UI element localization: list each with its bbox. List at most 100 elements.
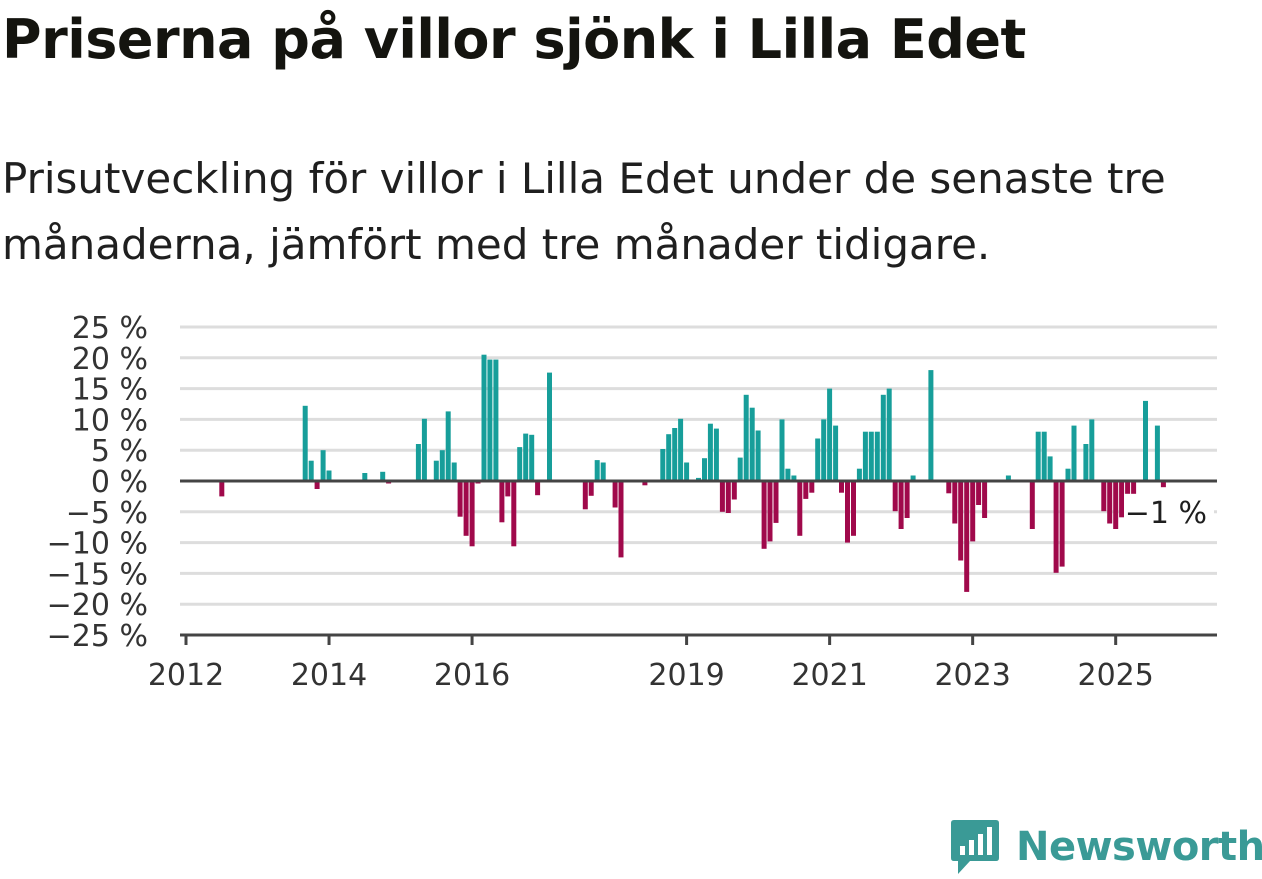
bar: [964, 481, 970, 592]
bar: [326, 470, 332, 481]
y-tick-label: 10 %: [72, 403, 148, 438]
bar: [481, 354, 487, 481]
bar: [314, 481, 320, 489]
bar: [827, 388, 833, 481]
bar: [487, 359, 493, 481]
x-tick-label: 2012: [148, 658, 224, 693]
bar: [719, 481, 725, 512]
y-tick-label: −20 %: [47, 588, 148, 623]
y-tick-label: 5 %: [91, 434, 148, 469]
bar: [856, 468, 862, 481]
bar: [713, 428, 719, 481]
bar: [320, 450, 326, 481]
bar: [809, 481, 815, 493]
bar: [588, 481, 594, 496]
bar: [666, 434, 672, 481]
bar: [958, 481, 964, 561]
y-tick-label: −10 %: [47, 527, 148, 562]
x-tick-label: 2019: [648, 658, 724, 693]
bar: [952, 481, 958, 524]
bar: [1119, 481, 1125, 518]
bar: [672, 428, 678, 481]
bar: [767, 481, 773, 542]
bar: [874, 431, 880, 481]
bar: [505, 481, 511, 497]
bar: [582, 481, 588, 510]
bars: [219, 354, 1166, 592]
x-tick-label: 2016: [434, 658, 510, 693]
bar: [761, 481, 767, 549]
bar: [773, 481, 779, 523]
end-label-background: [1124, 493, 1214, 530]
chart-subtitle: Prisutveckling för villor i Lilla Edet u…: [2, 154, 1166, 269]
bar: [845, 481, 850, 543]
bar: [457, 481, 463, 517]
bar: [499, 481, 505, 523]
bar: [982, 481, 988, 518]
bar: [696, 477, 701, 481]
end-value-label: −1 %: [1125, 496, 1207, 531]
bar: [463, 481, 469, 536]
y-tick-label: −15 %: [47, 557, 148, 592]
bar: [868, 431, 874, 481]
bar: [1041, 431, 1047, 481]
bar: [791, 475, 797, 481]
bar: [707, 423, 713, 481]
bar: [946, 481, 952, 494]
y-tick-label: 0 %: [91, 465, 148, 500]
newsworthy-logo-icon: [951, 820, 999, 874]
bar: [815, 438, 821, 481]
bar: [594, 460, 600, 481]
bar: [1089, 419, 1095, 481]
bar: [737, 457, 743, 481]
y-tick-label: 20 %: [72, 342, 148, 377]
bar: [779, 419, 785, 481]
labels: −1 %: [1124, 493, 1214, 531]
bar: [1107, 481, 1113, 524]
bar: [976, 481, 982, 505]
bar: [600, 462, 606, 481]
bar: [678, 418, 684, 481]
bar: [535, 481, 541, 496]
bar: [910, 475, 916, 481]
bar: [1035, 431, 1041, 481]
bar: [731, 481, 737, 500]
bar: [785, 468, 791, 481]
bar: [821, 419, 827, 481]
bar: [749, 407, 755, 481]
axes: 25 %20 %15 %10 %5 %0 %−5 %−10 %−15 %−20 …: [47, 311, 1217, 693]
bar: [743, 394, 749, 481]
bar: [660, 449, 666, 481]
bar: [469, 481, 475, 547]
bar: [851, 481, 856, 536]
bar: [1059, 481, 1065, 567]
bar: [839, 481, 844, 493]
y-tick-label: 15 %: [72, 373, 148, 408]
bar: [380, 471, 386, 481]
bar: [904, 481, 910, 518]
bar: [1154, 425, 1160, 481]
brand-name: Newsworthy: [1016, 824, 1262, 870]
bar: [642, 481, 648, 486]
gridlines: [180, 325, 1217, 606]
bar: [1005, 475, 1011, 481]
bar: [833, 425, 839, 481]
bar: [755, 430, 761, 481]
price-change-bar-chart: 25 %20 %15 %10 %5 %0 %−5 %−10 %−15 %−20 …: [47, 311, 1217, 693]
bar: [1131, 481, 1137, 505]
x-tick-label: 2025: [1078, 658, 1154, 693]
bar: [1053, 481, 1059, 573]
bar: [493, 359, 499, 481]
bar: [886, 388, 892, 481]
bar: [219, 481, 225, 497]
bar: [421, 418, 427, 481]
y-tick-label: 25 %: [72, 311, 148, 346]
x-tick-label: 2014: [291, 658, 367, 693]
bar: [892, 481, 898, 512]
bar: [1101, 481, 1107, 512]
bar: [302, 405, 308, 481]
bar: [308, 460, 314, 481]
bar: [415, 444, 421, 481]
y-tick-label: −5 %: [66, 496, 148, 531]
bar: [725, 481, 731, 513]
